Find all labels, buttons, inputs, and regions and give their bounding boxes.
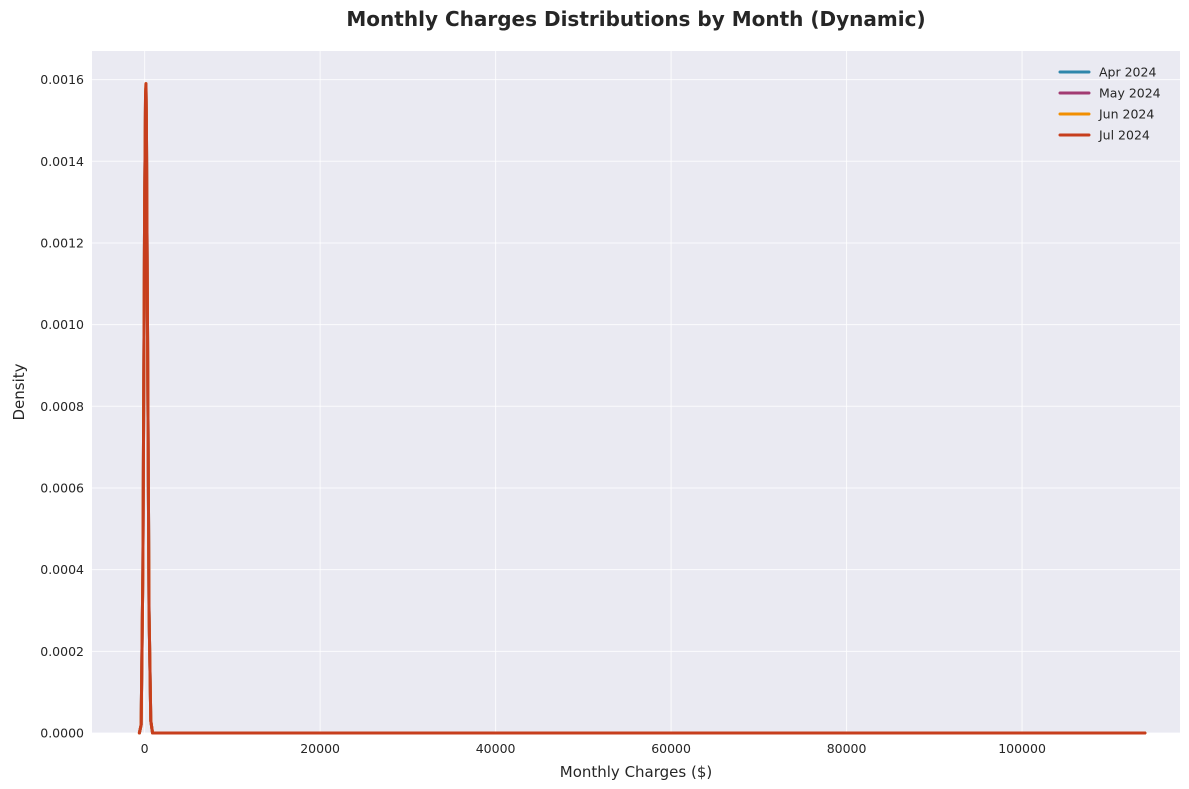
x-tick-label: 60000 [651,741,691,756]
legend-label: May 2024 [1099,86,1161,101]
grid-lines [92,51,1180,734]
plot-area [92,51,1180,733]
y-tick-label: 0.0006 [40,480,84,495]
legend: Apr 2024 May 2024 Jun 2024 Jul 2024 [1058,65,1161,143]
legend-label: Jun 2024 [1098,107,1154,122]
series-layer [137,82,1147,735]
x-tick-label: 20000 [300,741,340,756]
y-tick-label: 0.0004 [40,562,84,577]
y-tick-label: 0.0010 [40,317,84,332]
x-tick-label: 80000 [827,741,867,756]
legend-label: Jul 2024 [1098,128,1150,143]
y-tick-label: 0.0000 [40,726,84,741]
x-tick-label: 40000 [476,741,516,756]
x-tick-label: 100000 [998,741,1046,756]
y-tick-label: 0.0016 [40,72,84,87]
x-axis-ticks: 0 20000 40000 60000 80000 100000 [141,741,1046,756]
y-tick-label: 0.0002 [40,644,84,659]
y-axis-label: Density [10,363,28,420]
series-line-jul-2024 [137,82,1147,735]
y-axis-ticks: 0.0000 0.0002 0.0004 0.0006 0.0008 0.0010 0.00… [40,72,84,740]
legend-label: Apr 2024 [1099,65,1156,80]
chart-title: Monthly Charges Distributions by Month (… [346,7,925,31]
x-tick-label: 0 [141,741,149,756]
y-tick-label: 0.0014 [40,154,84,169]
y-tick-label: 0.0008 [40,399,84,414]
y-tick-label: 0.0012 [40,235,84,250]
x-axis-label: Monthly Charges ($) [560,763,712,781]
